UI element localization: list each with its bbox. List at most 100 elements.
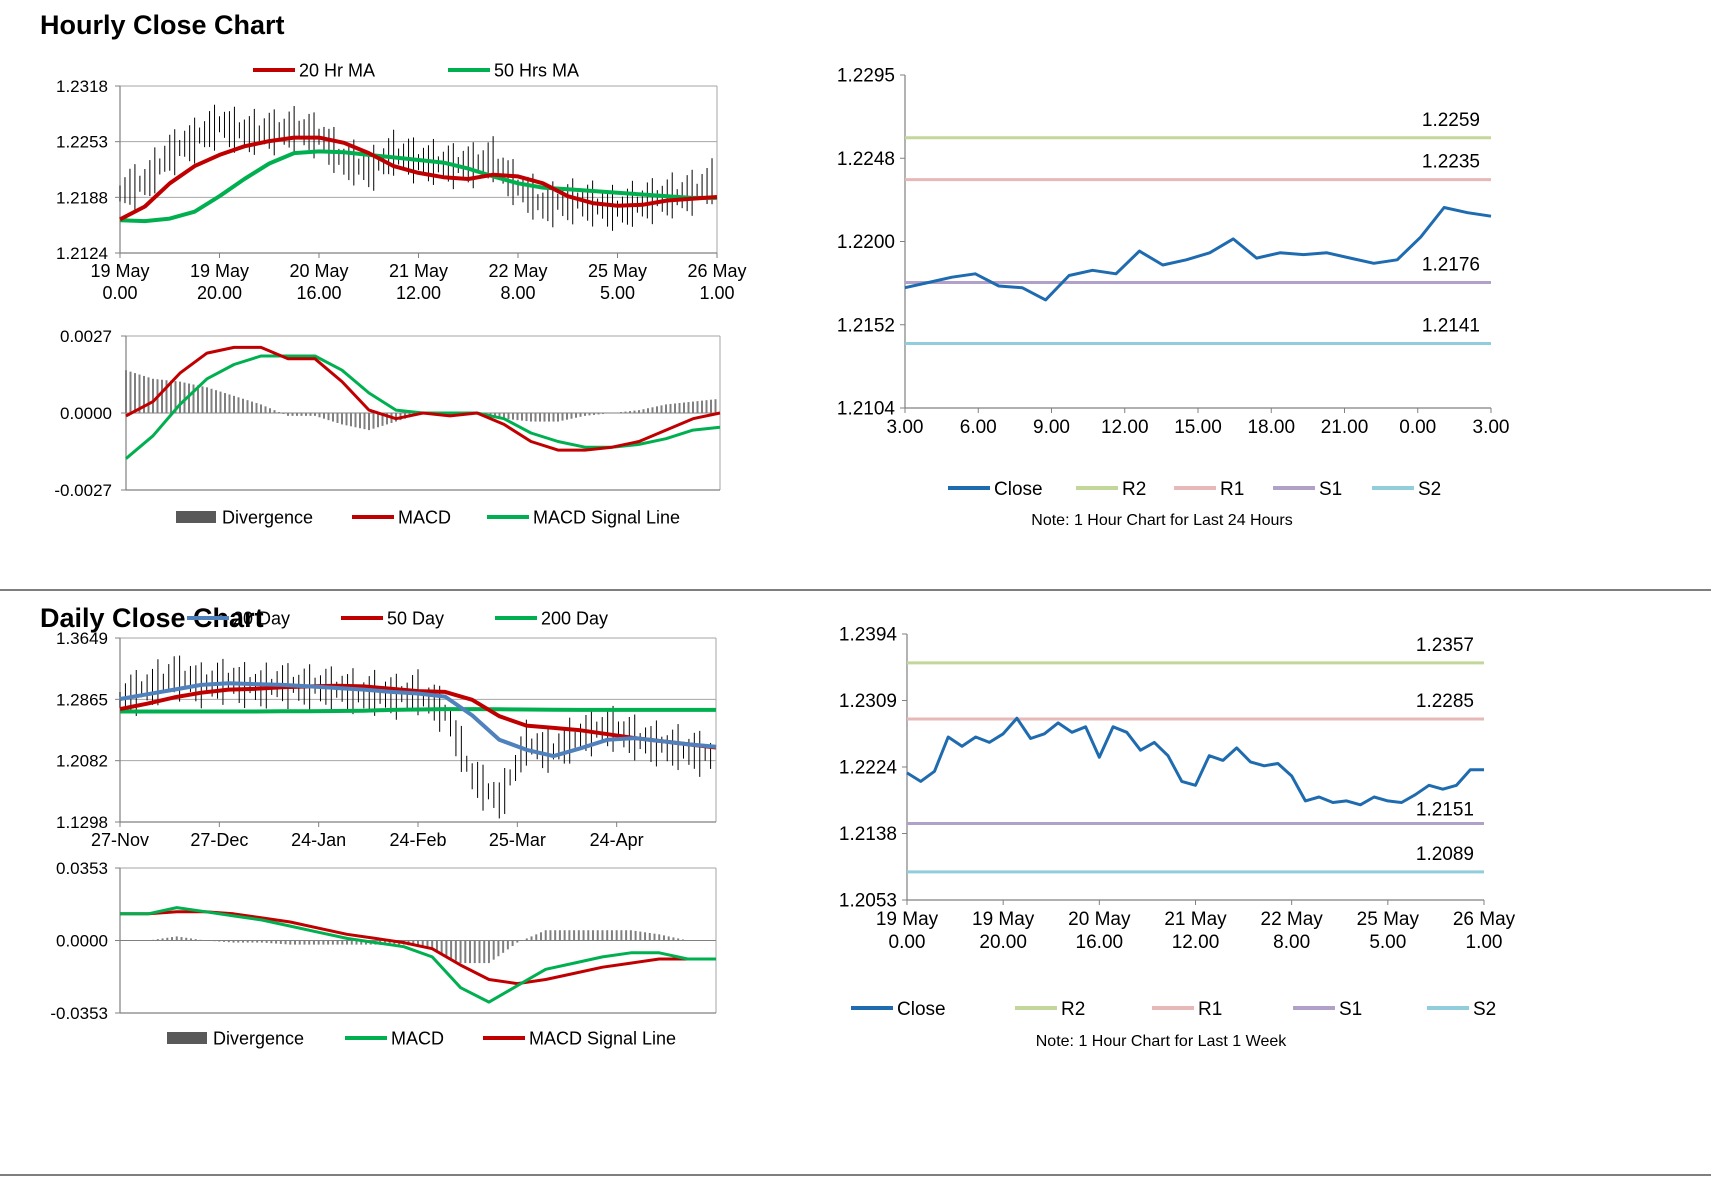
x-tick-label: 20 May (289, 261, 348, 281)
x-tick-label: 12.00 (396, 283, 441, 303)
x-tick-label: 27-Dec (190, 830, 248, 850)
x-tick-label: 24-Feb (389, 830, 446, 850)
y-tick-label: 1.2865 (56, 690, 108, 709)
legend-label: Divergence (222, 507, 313, 527)
y-tick-label: 0.0000 (56, 931, 108, 950)
x-tick-label: 12.00 (1101, 417, 1149, 438)
legend-label: S2 (1473, 999, 1496, 1020)
legend-label: S2 (1418, 479, 1441, 500)
x-tick-label: 19 May (876, 909, 939, 930)
legend-label: 20 Day (233, 608, 290, 628)
legend-label: 20 Hr MA (299, 60, 375, 80)
y-tick-label: 1.3649 (56, 629, 108, 648)
x-tick-label: 9.00 (1033, 417, 1070, 438)
level-r2-label: 1.2259 (1422, 110, 1480, 131)
legend-label: MACD (391, 1028, 444, 1048)
x-tick-label: 20.00 (979, 932, 1027, 953)
x-tick-label: 8.00 (1273, 932, 1310, 953)
legend-label: 50 Day (387, 608, 444, 628)
legend-label: 50 Hrs MA (494, 60, 579, 80)
x-tick-label: 0.00 (1399, 417, 1436, 438)
y-tick-label: 0.0353 (56, 859, 108, 878)
legend-swatch (167, 1032, 207, 1044)
x-tick-label: 0.00 (102, 283, 137, 303)
y-tick-label: 1.2394 (839, 625, 898, 646)
ma50-line (119, 149, 717, 224)
level-r2-label: 1.2357 (1416, 635, 1474, 656)
level-r1-label: 1.2285 (1416, 691, 1474, 712)
y-tick-label: 1.2309 (839, 691, 897, 712)
x-tick-label: 19 May (972, 909, 1035, 930)
x-tick-label: 25 May (588, 261, 647, 281)
level-s2-label: 1.2089 (1416, 844, 1474, 865)
y-tick-label: 1.2248 (837, 149, 895, 170)
x-tick-label: 19 May (190, 261, 249, 281)
y-tick-label: 1.2224 (839, 758, 898, 779)
x-tick-label: 3.00 (887, 417, 924, 438)
chart-note: Note: 1 Hour Chart for Last 24 Hours (1031, 512, 1292, 529)
x-tick-label: 24-Apr (590, 830, 644, 850)
x-tick-label: 16.00 (1076, 932, 1124, 953)
chart-note: Note: 1 Hour Chart for Last 1 Week (1036, 1033, 1287, 1050)
x-tick-label: 22 May (488, 261, 547, 281)
x-tick-label: 21.00 (1321, 417, 1369, 438)
close-line (906, 716, 1484, 807)
level-s1-label: 1.2176 (1422, 254, 1480, 275)
legend-label: MACD (398, 507, 451, 527)
x-tick-label: 21 May (1164, 909, 1227, 930)
x-tick-label: 25 May (1357, 909, 1420, 930)
x-tick-label: 22 May (1261, 909, 1324, 930)
x-tick-label: 0.00 (889, 932, 926, 953)
ma20-line (119, 135, 718, 222)
x-tick-label: 1.00 (699, 283, 734, 303)
x-tick-label: 12.00 (1172, 932, 1220, 953)
x-tick-label: 15.00 (1174, 417, 1222, 438)
x-tick-label: 5.00 (600, 283, 635, 303)
y-tick-label: 1.2138 (839, 824, 897, 845)
x-tick-label: 6.00 (960, 417, 997, 438)
y-tick-label: 1.2253 (56, 133, 108, 152)
legend-label: S1 (1319, 479, 1342, 500)
legend-label: S1 (1339, 999, 1362, 1020)
close-line (904, 206, 1492, 302)
legend-label: R2 (1061, 999, 1085, 1020)
x-tick-label: 20 May (1068, 909, 1131, 930)
x-tick-label: 18.00 (1247, 417, 1295, 438)
section-divider (0, 589, 1711, 591)
legend-swatch (176, 511, 216, 523)
x-tick-label: 20.00 (197, 283, 242, 303)
level-s2-label: 1.2141 (1422, 315, 1480, 336)
legend-label: MACD Signal Line (529, 1028, 676, 1048)
x-tick-label: 26 May (687, 261, 746, 281)
y-tick-label: 0.0000 (60, 404, 112, 423)
level-r1-label: 1.2235 (1422, 152, 1480, 173)
x-tick-label: 1.00 (1466, 932, 1503, 953)
y-tick-label: 1.2200 (837, 232, 895, 253)
x-tick-label: 19 May (90, 261, 149, 281)
ma200-line (120, 707, 716, 714)
x-tick-label: 3.00 (1473, 417, 1510, 438)
section-title-hourly: Hourly Close Chart (40, 10, 285, 40)
x-tick-label: 26 May (1453, 909, 1516, 930)
legend-label: MACD Signal Line (533, 507, 680, 527)
signal-line (120, 910, 716, 986)
y-tick-label: -0.0353 (50, 1004, 108, 1023)
y-tick-label: -0.0027 (54, 481, 112, 500)
x-tick-label: 21 May (389, 261, 448, 281)
x-tick-label: 25-Mar (489, 830, 546, 850)
legend-label: R2 (1122, 479, 1146, 500)
legend-label: Close (994, 479, 1043, 500)
level-s1-label: 1.2151 (1416, 800, 1474, 821)
macd-line (125, 345, 721, 452)
legend-label: Divergence (213, 1028, 304, 1048)
y-tick-label: 1.2318 (56, 77, 108, 96)
macd-line (120, 906, 716, 1004)
y-tick-label: 1.2295 (837, 66, 895, 87)
y-tick-label: 1.1298 (56, 813, 108, 832)
y-tick-label: 1.2104 (837, 399, 896, 420)
legend-label: R1 (1198, 999, 1222, 1020)
y-tick-label: 1.2188 (56, 188, 108, 207)
y-tick-label: 1.2082 (56, 752, 108, 771)
legend-label: Close (897, 999, 946, 1020)
